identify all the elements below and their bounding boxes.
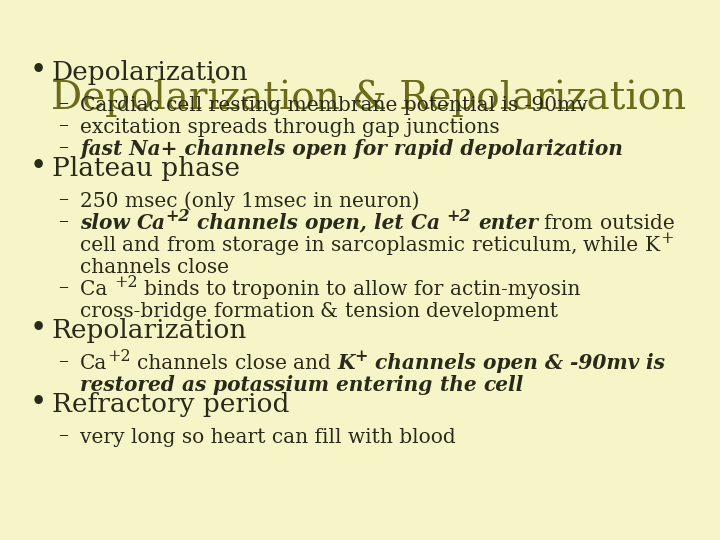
Text: +2: +2: [107, 348, 131, 365]
Text: &: &: [320, 302, 345, 321]
Text: open,: open,: [305, 213, 374, 233]
Text: –: –: [58, 116, 68, 135]
Text: formation: formation: [214, 302, 320, 321]
Text: Ca: Ca: [137, 213, 166, 233]
Text: cell: cell: [483, 375, 523, 395]
Text: fast Na+ channels open for rapid depolarization: fast Na+ channels open for rapid depolar…: [80, 139, 623, 159]
Text: Ca: Ca: [80, 354, 107, 373]
Text: –: –: [58, 190, 68, 209]
Text: •: •: [30, 315, 48, 343]
Text: for: for: [414, 280, 449, 299]
Text: +2: +2: [446, 208, 471, 225]
Text: Plateau phase: Plateau phase: [52, 156, 240, 181]
Text: slow: slow: [80, 213, 137, 233]
Text: close: close: [177, 258, 229, 277]
Text: tension: tension: [345, 302, 426, 321]
Text: let: let: [374, 213, 410, 233]
Text: open: open: [483, 353, 545, 373]
Text: allow: allow: [353, 280, 414, 299]
Text: •: •: [30, 57, 48, 85]
Text: cross-bridge: cross-bridge: [80, 302, 214, 321]
Text: –: –: [58, 212, 68, 231]
Text: reticulum,: reticulum,: [472, 236, 583, 255]
Text: the: the: [440, 375, 483, 395]
Text: –: –: [58, 352, 68, 371]
Text: and: and: [122, 236, 167, 255]
Text: as: as: [182, 375, 213, 395]
Text: Repolarization: Repolarization: [52, 318, 248, 343]
Text: actin-myosin: actin-myosin: [449, 280, 586, 299]
Text: restored: restored: [80, 375, 182, 395]
Text: very long so heart can fill with blood: very long so heart can fill with blood: [80, 428, 456, 447]
Text: entering: entering: [336, 375, 440, 395]
Text: enter: enter: [478, 213, 538, 233]
Text: +2: +2: [114, 274, 138, 291]
Text: channels: channels: [138, 354, 235, 373]
Text: &: &: [545, 353, 570, 373]
Text: from: from: [544, 214, 600, 233]
Text: –: –: [58, 138, 68, 157]
Text: sarcoplasmic: sarcoplasmic: [331, 236, 472, 255]
Text: Depolarization: Depolarization: [52, 60, 248, 85]
Text: while: while: [583, 236, 645, 255]
Text: –: –: [58, 278, 68, 297]
Text: is: is: [647, 353, 672, 373]
Text: excitation spreads through gap junctions: excitation spreads through gap junctions: [80, 118, 500, 137]
Text: from: from: [167, 236, 222, 255]
Text: storage: storage: [222, 236, 305, 255]
Text: in: in: [305, 236, 331, 255]
Text: binds: binds: [144, 280, 206, 299]
Text: to: to: [326, 280, 353, 299]
Text: Ca: Ca: [80, 280, 114, 299]
Text: 250 msec (only 1msec in neuron): 250 msec (only 1msec in neuron): [80, 191, 420, 211]
Text: and: and: [293, 354, 337, 373]
Text: K: K: [337, 353, 355, 373]
Text: K: K: [645, 236, 660, 255]
Text: channels: channels: [375, 353, 483, 373]
Text: •: •: [30, 153, 48, 181]
Text: –: –: [58, 426, 68, 445]
Text: •: •: [30, 389, 48, 417]
Text: +2: +2: [166, 208, 190, 225]
Text: +: +: [355, 348, 368, 365]
Text: channels: channels: [197, 213, 305, 233]
Text: Ca: Ca: [410, 213, 446, 233]
Text: +: +: [660, 230, 673, 247]
Text: development: development: [426, 302, 558, 321]
Text: outside: outside: [600, 214, 680, 233]
Text: to: to: [206, 280, 233, 299]
Text: cell: cell: [80, 236, 122, 255]
Text: troponin: troponin: [233, 280, 326, 299]
Text: Depolarization & Repolarization: Depolarization & Repolarization: [51, 79, 687, 117]
Text: -90mv: -90mv: [570, 353, 647, 373]
Text: channels: channels: [80, 258, 177, 277]
Text: potassium: potassium: [213, 375, 336, 395]
Text: –: –: [58, 94, 68, 113]
Text: close: close: [235, 354, 293, 373]
Text: Refractory period: Refractory period: [52, 392, 289, 417]
Text: Cardiac cell resting membrane potential is -90mv: Cardiac cell resting membrane potential …: [80, 96, 588, 115]
